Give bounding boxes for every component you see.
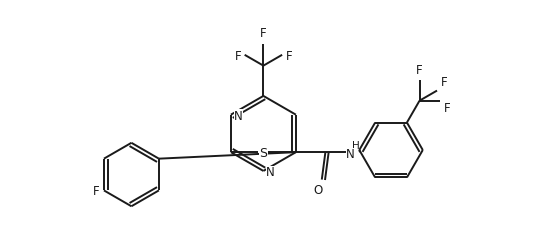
Text: F: F (260, 27, 266, 40)
Text: N: N (266, 166, 275, 179)
Text: F: F (234, 50, 241, 63)
Text: O: O (313, 184, 323, 197)
Text: S: S (260, 147, 268, 160)
Text: F: F (93, 185, 100, 198)
Text: N: N (234, 110, 242, 123)
Text: F: F (286, 50, 292, 63)
Text: F: F (444, 102, 451, 115)
Text: H: H (352, 141, 359, 151)
Text: F: F (416, 64, 423, 77)
Text: N: N (346, 148, 355, 161)
Text: F: F (441, 76, 447, 89)
